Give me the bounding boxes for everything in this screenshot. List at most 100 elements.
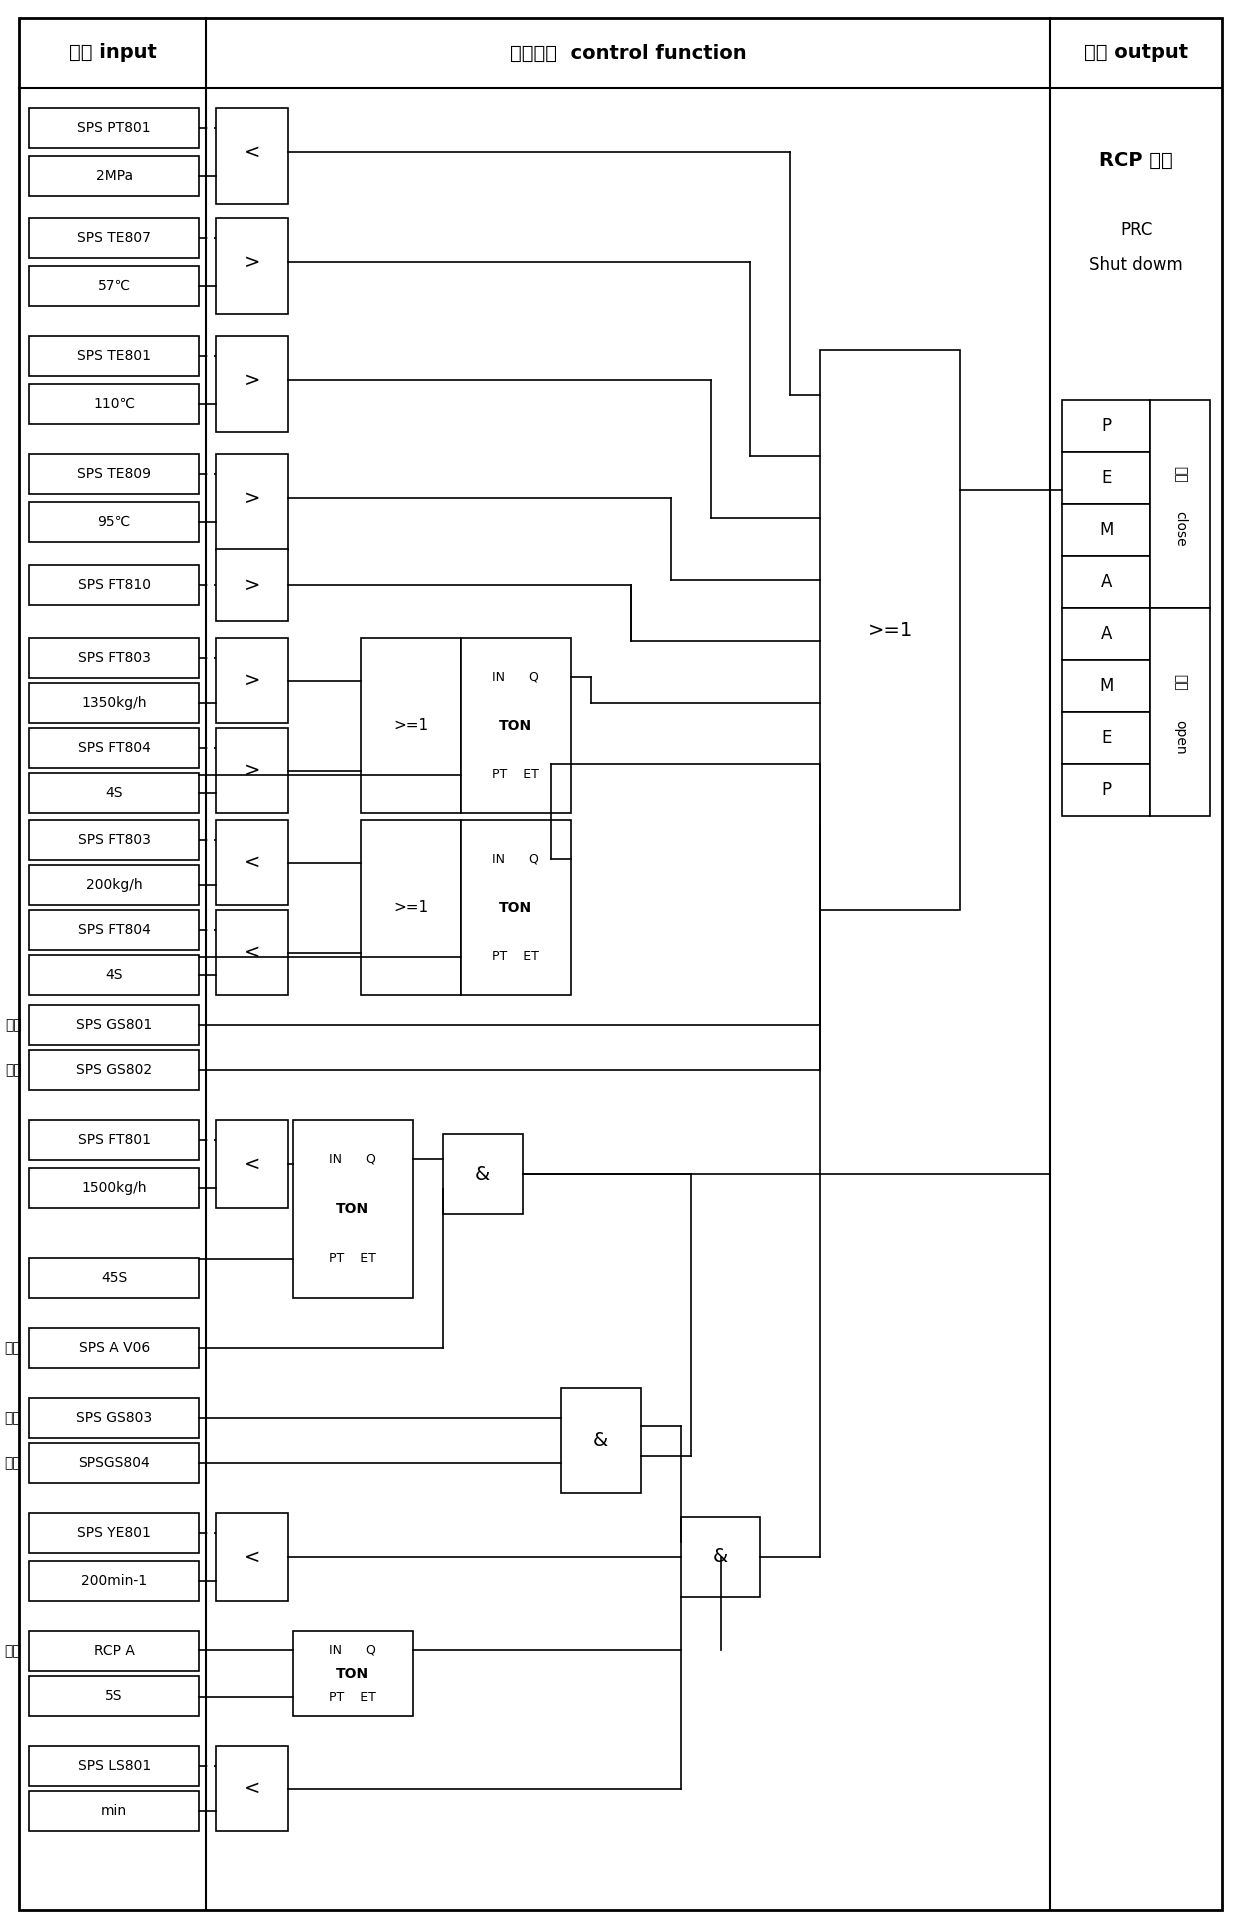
Text: TON: TON	[336, 1201, 370, 1217]
Text: <: <	[244, 943, 260, 962]
Bar	[216, 819, 288, 904]
Bar	[1063, 503, 1149, 555]
Bar	[30, 1004, 200, 1045]
Bar	[30, 819, 200, 860]
Bar	[30, 1120, 200, 1161]
Bar	[443, 1134, 523, 1215]
Text: SPS YE801: SPS YE801	[77, 1525, 151, 1540]
Bar	[30, 1513, 200, 1552]
Bar	[30, 910, 200, 951]
Bar	[30, 108, 200, 148]
Bar	[30, 156, 200, 197]
Text: M: M	[1099, 521, 1114, 540]
Bar	[30, 453, 200, 494]
Text: P: P	[1101, 416, 1111, 436]
Bar	[30, 1675, 200, 1716]
Text: PT    ET: PT ET	[330, 1691, 376, 1704]
Bar	[216, 108, 288, 204]
Text: SPS LS801: SPS LS801	[78, 1758, 151, 1774]
Text: SPS FT810: SPS FT810	[78, 578, 150, 592]
Bar	[30, 683, 200, 723]
Bar	[821, 351, 960, 910]
Text: >: >	[244, 575, 260, 594]
Text: 4S: 4S	[105, 787, 123, 800]
Text: 关阀: 关阀	[1173, 467, 1187, 482]
Bar	[1063, 711, 1149, 763]
Text: SPS FT803: SPS FT803	[78, 652, 150, 665]
Text: A: A	[1100, 573, 1112, 592]
Text: PT    ET: PT ET	[492, 767, 539, 781]
Text: &: &	[475, 1165, 490, 1184]
Text: PT    ET: PT ET	[492, 951, 539, 962]
Bar	[30, 638, 200, 679]
Text: >: >	[244, 488, 260, 507]
Text: SPS GS801: SPS GS801	[76, 1018, 153, 1031]
Bar	[461, 638, 570, 814]
Text: open: open	[1173, 719, 1187, 754]
Text: <: <	[244, 143, 260, 162]
Text: SPS TE809: SPS TE809	[77, 467, 151, 480]
Text: SPS GS802: SPS GS802	[76, 1062, 153, 1078]
Text: 1350kg/h: 1350kg/h	[82, 696, 146, 710]
Bar	[30, 565, 200, 605]
Text: 密封: 密封	[5, 1018, 21, 1031]
Bar	[461, 819, 570, 995]
Bar	[30, 384, 200, 424]
Text: Shut dowm: Shut dowm	[1089, 256, 1183, 274]
Bar	[1149, 399, 1210, 607]
Text: PRC: PRC	[1120, 222, 1152, 239]
Bar	[30, 335, 200, 376]
Text: IN      Q: IN Q	[330, 1643, 376, 1656]
Bar	[1063, 399, 1149, 451]
Bar	[293, 1120, 413, 1298]
Bar	[30, 1257, 200, 1298]
Text: 45S: 45S	[100, 1271, 128, 1284]
Text: &: &	[593, 1431, 609, 1450]
Bar	[216, 549, 288, 621]
Bar	[30, 266, 200, 307]
Bar	[216, 729, 288, 814]
Bar	[216, 1513, 288, 1600]
Text: RCP A: RCP A	[94, 1645, 135, 1658]
Bar	[30, 1562, 200, 1600]
Text: 2MPa: 2MPa	[95, 170, 133, 183]
Text: IN      Q: IN Q	[330, 1153, 376, 1166]
Bar	[30, 501, 200, 542]
Text: SPS FT804: SPS FT804	[78, 924, 150, 937]
Bar	[30, 954, 200, 995]
Text: SPSGS804: SPSGS804	[78, 1456, 150, 1469]
Text: 输入 input: 输入 input	[68, 44, 156, 62]
Text: TON: TON	[500, 719, 532, 733]
Text: close: close	[1173, 511, 1187, 548]
Bar	[1063, 451, 1149, 503]
Text: TON: TON	[500, 900, 532, 914]
Text: 110℃: 110℃	[93, 397, 135, 411]
Text: IN      Q: IN Q	[492, 852, 539, 866]
Bar	[30, 1398, 200, 1438]
Text: 关闭: 关闭	[5, 1342, 21, 1355]
Text: >: >	[244, 762, 260, 781]
Bar	[216, 335, 288, 432]
Text: SPS TE801: SPS TE801	[77, 349, 151, 362]
Text: >=1: >=1	[868, 621, 913, 640]
Bar	[1063, 763, 1149, 816]
Text: 4S: 4S	[105, 968, 123, 981]
Text: 启动: 启动	[5, 1645, 21, 1658]
Text: M: M	[1099, 677, 1114, 694]
Text: 触发: 触发	[5, 1456, 21, 1469]
Bar	[30, 773, 200, 814]
Text: >: >	[244, 370, 260, 389]
Text: min: min	[102, 1805, 128, 1818]
Text: RCP 停机: RCP 停机	[1099, 150, 1173, 170]
Text: 1500kg/h: 1500kg/h	[82, 1182, 146, 1195]
Bar	[560, 1388, 641, 1492]
Bar	[293, 1631, 413, 1716]
Bar	[30, 1168, 200, 1209]
Bar	[216, 1747, 288, 1832]
Bar	[1063, 607, 1149, 659]
Bar	[30, 218, 200, 258]
Text: >: >	[244, 253, 260, 272]
Text: <: <	[244, 852, 260, 871]
Bar	[30, 1791, 200, 1832]
Bar	[30, 1051, 200, 1089]
